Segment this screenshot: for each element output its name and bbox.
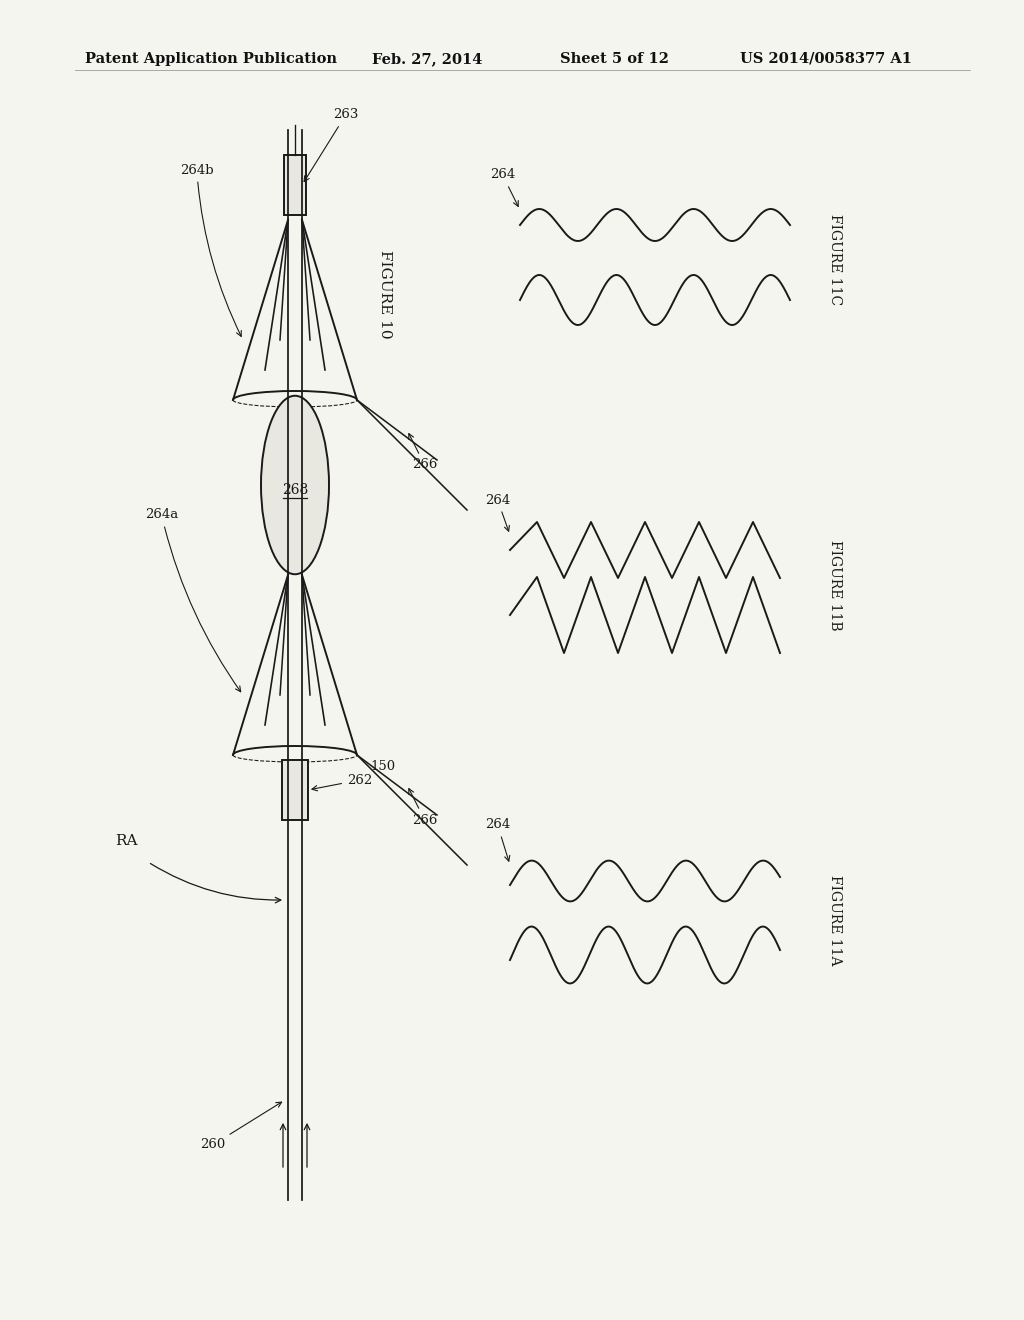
Text: 266: 266 bbox=[409, 433, 437, 471]
Ellipse shape bbox=[261, 396, 329, 574]
Bar bbox=[284, 154, 306, 215]
Text: 268: 268 bbox=[282, 483, 308, 498]
Text: 262: 262 bbox=[312, 774, 373, 791]
Text: 260: 260 bbox=[200, 1102, 282, 1151]
Text: US 2014/0058377 A1: US 2014/0058377 A1 bbox=[740, 51, 912, 66]
Text: RA: RA bbox=[115, 834, 137, 847]
Text: 264: 264 bbox=[485, 494, 510, 531]
Text: Feb. 27, 2014: Feb. 27, 2014 bbox=[372, 51, 482, 66]
Text: 266: 266 bbox=[409, 788, 437, 826]
Text: FIGURE 11C: FIGURE 11C bbox=[828, 214, 842, 305]
Text: FIGURE 10: FIGURE 10 bbox=[378, 249, 392, 339]
Text: FIGURE 11A: FIGURE 11A bbox=[828, 875, 842, 965]
Text: 264b: 264b bbox=[180, 164, 242, 337]
Text: 263: 263 bbox=[304, 108, 358, 182]
Text: Sheet 5 of 12: Sheet 5 of 12 bbox=[560, 51, 669, 66]
Bar bbox=[282, 760, 308, 820]
Text: 264: 264 bbox=[485, 818, 510, 861]
Text: FIGURE 11B: FIGURE 11B bbox=[828, 540, 842, 631]
Text: Patent Application Publication: Patent Application Publication bbox=[85, 51, 337, 66]
Text: 264: 264 bbox=[490, 169, 518, 206]
Text: 264a: 264a bbox=[145, 508, 241, 692]
Text: 150: 150 bbox=[370, 760, 395, 774]
